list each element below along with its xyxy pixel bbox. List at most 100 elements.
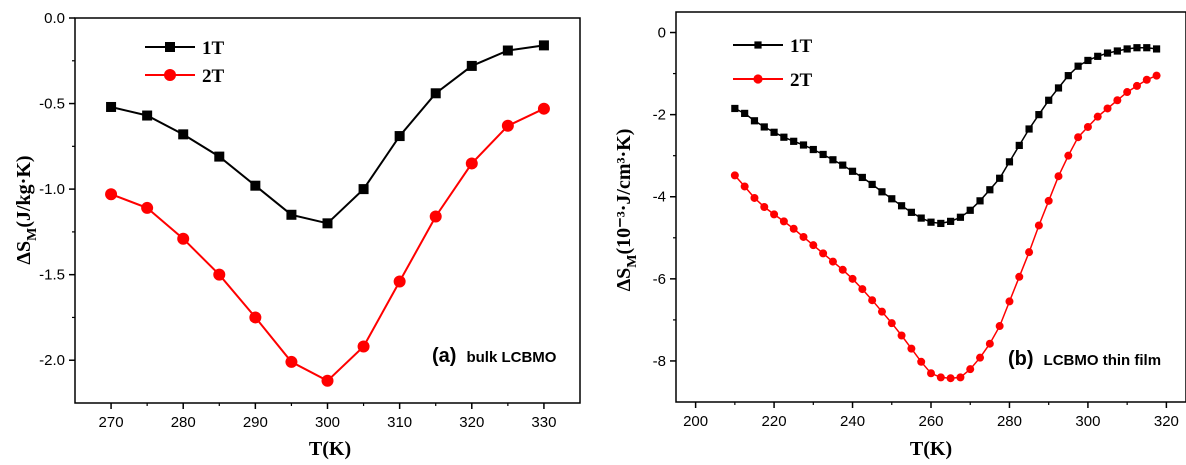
- panel-b-series-1T-point: [1103, 49, 1112, 57]
- panel-b-series-2T-point: [740, 182, 749, 191]
- panel-b-series-1T-point: [770, 128, 778, 136]
- panel-b-x-tick-label: 220: [762, 413, 787, 430]
- panel-b-series-2T-point: [1132, 81, 1141, 90]
- panel-b-series-1T-point: [937, 219, 945, 228]
- panel-b-y-tick-label: -4: [653, 189, 666, 206]
- panel-a-y-tick-label: -1.0: [39, 181, 65, 198]
- panel-b-series-1T-point: [956, 213, 965, 221]
- panel-b-series-1T-point: [1123, 45, 1131, 53]
- panel-a-x-tick-label: 310: [387, 414, 412, 431]
- panel-b-series-2T-point: [730, 171, 739, 180]
- panel-b-y-axis-title-rest: (10⁻³·J/cm³·K): [613, 129, 635, 255]
- panel-b-series-1T-point: [976, 197, 984, 205]
- panel-b-legend-marker-1T: [754, 41, 762, 49]
- panel-a-series-1T-point: [394, 131, 405, 142]
- panel-b-series-1T-point: [966, 206, 974, 214]
- panel-b-series-2T-point: [1093, 112, 1102, 121]
- panel-b-series-2T-point: [760, 203, 769, 211]
- panel-b-series-1T-point: [858, 173, 866, 182]
- panel-b-series-1T-point: [731, 104, 739, 113]
- panel-b-x-tick-label: 280: [997, 413, 1022, 430]
- panel-b-series-2T-point: [789, 224, 798, 233]
- panel-b-series-2T-point: [1005, 297, 1014, 306]
- panel-b-series-2T-point: [1123, 88, 1132, 97]
- panel-b-series-2T-point: [927, 369, 935, 378]
- panel-a-series-1T-point: [322, 218, 333, 229]
- panel-b-series-2T-point: [936, 373, 945, 382]
- panel-b-annotation: (b) LCBMO thin film: [1008, 348, 1161, 370]
- panel-b-series-1T-point: [986, 186, 994, 194]
- panel-b-series-1T-point: [741, 109, 749, 117]
- panel-a-y-tick-label: -2.0: [39, 352, 65, 369]
- panel-b-series-1T-point: [790, 137, 798, 145]
- panel-b-y-tick-label: 0: [658, 25, 666, 42]
- panel-b-series-1T-point: [1005, 158, 1014, 166]
- panel-b-series-1T-point: [1074, 62, 1082, 70]
- panel-a-y-axis-title-main: ΔS: [13, 241, 35, 265]
- panel-a-y-axis-title: ΔSM(J/kg·K): [13, 155, 40, 264]
- panel-b-legend-marker-2T: [753, 74, 763, 84]
- panel-a-panel-label: (a): [432, 345, 456, 367]
- panel-b-series-1T-point: [1025, 125, 1033, 133]
- panel-b-series-1T-point: [878, 188, 886, 196]
- panel-b-series-2T-point: [995, 322, 1004, 331]
- panel-a-legend-marker-1T: [165, 42, 175, 52]
- panel-a-y-axis-title-sub: M: [25, 228, 40, 241]
- panel-b-series-2T-point: [1152, 71, 1161, 80]
- panel-a-series-1T-point: [430, 88, 441, 99]
- panel-a-series-2T-point: [213, 268, 226, 281]
- panel-a-series-2T-point: [177, 232, 190, 245]
- panel-b-series-2T-point: [809, 241, 818, 250]
- panel-b-series-2T-line: [734, 74, 1157, 379]
- panel-a-legend-marker-2T: [164, 69, 176, 81]
- panel-b-series-2T-point: [1074, 133, 1083, 142]
- panel-a-series-2T-point: [285, 355, 298, 368]
- panel-b-thin-film: 200 220 240 260 280 300 320 0 -2 -4 -6 -8 T(K) ΔSM(10…: [613, 11, 1186, 460]
- panel-a-series-1T-line: [110, 44, 545, 225]
- panel-a-series-2T-point: [105, 188, 118, 201]
- panel-a-y-tick-label: -1.5: [39, 267, 65, 284]
- panel-b-series-2T-point: [1054, 172, 1063, 181]
- panel-b-x-tick-label: 200: [683, 413, 708, 430]
- panel-b-series-2T-point: [819, 249, 828, 258]
- panel-a-series-1T-point: [106, 101, 117, 112]
- panel-a-series-1T-point: [538, 40, 549, 51]
- panel-b-series-2T-point: [946, 374, 955, 383]
- panel-b-series-2T-point: [976, 353, 985, 362]
- panel-b-y-tick-label: -8: [653, 353, 666, 370]
- panel-b-x-axis-title: T(K): [910, 438, 952, 460]
- panel-a-series-2T-point: [465, 157, 478, 170]
- panel-b-legend-label-2T: 2T: [790, 70, 813, 91]
- panel-b-series-2T-point: [858, 285, 867, 294]
- panel-b-series-2T-point: [1142, 75, 1151, 84]
- panel-a-series-1T-point: [466, 60, 477, 71]
- panel-b-series-1T-point: [760, 123, 768, 131]
- panel-b-series-1T-point: [799, 141, 808, 149]
- panel-a-x-tick-label: 290: [243, 414, 268, 431]
- panel-a-series-2T-point: [321, 374, 334, 387]
- panel-b-series-1T-point: [809, 145, 817, 154]
- panel-b-series-2T-point: [1083, 122, 1092, 131]
- panel-a-series-2T-point: [429, 210, 442, 223]
- panel-a-series-2T-point: [141, 201, 154, 214]
- panel-a-series-1T-point: [178, 129, 189, 140]
- panel-b-panel-label: (b): [1008, 348, 1034, 370]
- panel-b-series-1T-point: [1152, 45, 1161, 53]
- panel-b-series-2T-point: [877, 307, 886, 316]
- panel-a-y-tick-label: 0.0: [44, 10, 65, 27]
- panel-b-series-1T-point: [1143, 44, 1151, 52]
- panel-b-series-1T-point: [750, 117, 759, 125]
- panel-b-series-1T-point: [848, 167, 857, 175]
- panel-b-series-1T-point: [927, 218, 935, 226]
- panel-a-series-2T-point: [393, 275, 406, 288]
- panel-a-x-tick-label: 320: [459, 414, 484, 431]
- panel-b-series-1T-point: [996, 174, 1004, 182]
- panel-a-y-tick-label: -0.5: [39, 96, 65, 113]
- panel-b-x-tick-label: 320: [1154, 413, 1179, 430]
- panel-b-series-2T-point: [1113, 96, 1122, 105]
- panel-b-series-1T-point: [780, 133, 788, 141]
- panel-b-series-1T-point: [888, 195, 896, 203]
- panel-b-y-tick-label: -6: [653, 271, 666, 288]
- panel-b-series-2T-point: [799, 232, 808, 241]
